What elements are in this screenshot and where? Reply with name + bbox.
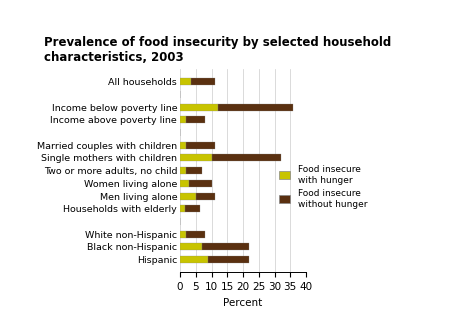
X-axis label: Percent: Percent [223, 298, 263, 308]
Bar [212, 154, 281, 162]
Bar [180, 154, 211, 162]
Bar [186, 142, 215, 149]
Bar [180, 192, 196, 199]
Text: Prevalence of food insecurity by selected household
characteristics, 2003: Prevalence of food insecurity by selecte… [44, 36, 391, 64]
Bar [180, 256, 208, 263]
Bar [180, 205, 184, 212]
Bar [180, 231, 186, 238]
Bar [180, 116, 186, 123]
Bar [180, 167, 186, 174]
Bar [218, 104, 293, 110]
Bar [184, 205, 201, 212]
Bar [180, 244, 202, 250]
Bar [186, 167, 202, 174]
Bar [180, 104, 218, 110]
Bar [189, 180, 211, 187]
Bar [186, 116, 205, 123]
Bar [180, 180, 189, 187]
Bar [180, 142, 186, 149]
Legend: Food insecure
with hunger, Food insecure
without hunger: Food insecure with hunger, Food insecure… [275, 162, 371, 212]
Bar [202, 244, 249, 250]
Bar [196, 192, 215, 199]
Bar [208, 256, 249, 263]
Bar [186, 231, 205, 238]
Bar [191, 78, 215, 85]
Bar [180, 78, 191, 85]
